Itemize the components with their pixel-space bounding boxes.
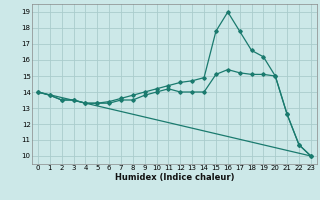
X-axis label: Humidex (Indice chaleur): Humidex (Indice chaleur) bbox=[115, 173, 234, 182]
